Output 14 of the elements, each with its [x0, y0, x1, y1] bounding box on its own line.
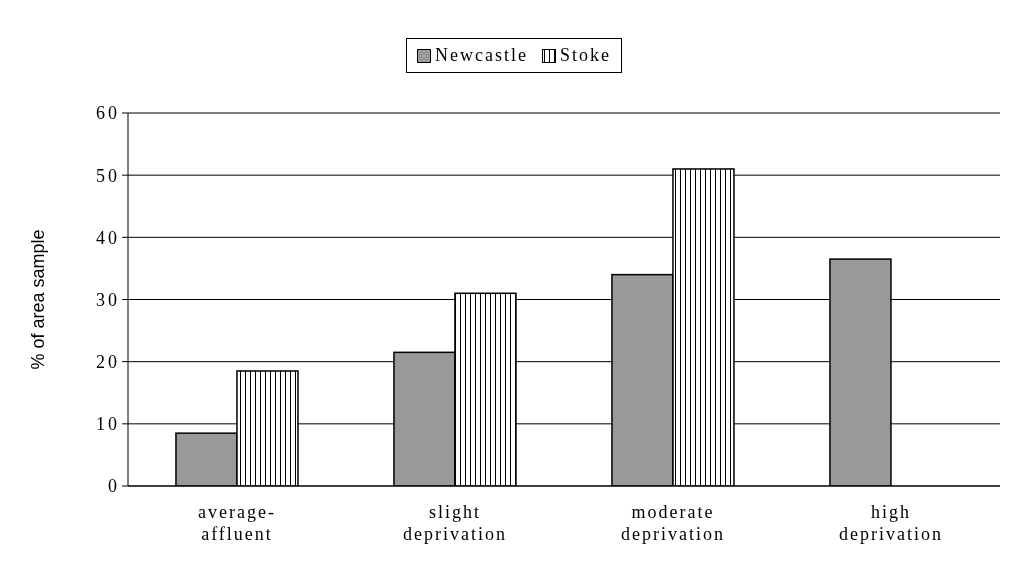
- y-tick-label: 20: [96, 352, 120, 373]
- y-tick-label: 30: [96, 289, 120, 310]
- y-axis-title: % of area sample: [28, 229, 49, 370]
- y-tick-label: 40: [96, 227, 120, 248]
- x-tick-label: slight deprivation: [403, 502, 507, 544]
- x-tick-label: average-affluent: [198, 502, 276, 544]
- y-tick-label: 10: [96, 414, 120, 435]
- y-tick-label: 50: [96, 165, 120, 186]
- legend-label: Stoke: [558, 45, 611, 66]
- y-tick-label: 0: [108, 476, 120, 497]
- x-tick-label: high deprivation: [839, 502, 943, 544]
- y-tick-label: 60: [96, 103, 120, 124]
- legend-label: Newcastle: [434, 45, 528, 66]
- x-tick-label: moderate deprivation: [621, 502, 725, 544]
